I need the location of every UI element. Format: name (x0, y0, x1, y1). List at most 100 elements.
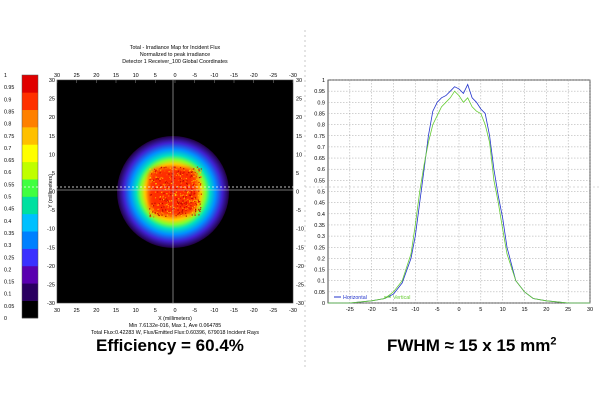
flux-speckle-dot (150, 211, 152, 213)
flux-speckle-dot (196, 169, 198, 171)
colorbar-segment (22, 248, 38, 267)
flux-speckle-dot (198, 190, 200, 192)
flux-speckle-dot (189, 169, 191, 171)
flux-speckle-dot (192, 168, 194, 170)
flux-speckle-dot (164, 180, 166, 182)
map-y-tick-right-label: 0 (296, 190, 299, 196)
flux-speckle-dot (179, 173, 182, 175)
flux-speckle-dot (172, 181, 175, 183)
flux-speckle-dot (200, 207, 202, 209)
flux-speckle-dot (161, 199, 163, 201)
flux-speckle-dot (191, 183, 193, 185)
flux-speckle-dot (174, 194, 176, 197)
flux-speckle-dot (190, 191, 192, 193)
flux-speckle-dot (159, 172, 161, 174)
map-x-tick-bottom-label: -25 (269, 308, 277, 314)
flux-speckle-dot (179, 200, 181, 202)
flux-speckle-dot (196, 200, 198, 202)
flux-speckle-dot (162, 195, 164, 198)
flux-speckle-dot (194, 197, 197, 199)
flux-speckle-dot (178, 166, 180, 168)
flux-speckle-dot (161, 186, 163, 188)
plot-y-tick-label: 0.75 (314, 134, 325, 140)
flux-speckle-dot (185, 209, 187, 211)
flux-speckle-dot (167, 207, 169, 209)
flux-speckle-dot (168, 183, 170, 185)
flux-speckle-dot (191, 196, 193, 198)
flux-speckle-dot (187, 186, 189, 188)
flux-speckle-dot (149, 215, 151, 217)
flux-speckle-dot (167, 205, 170, 207)
flux-speckle-dot (194, 198, 196, 200)
colorbar-tick-label: 0.65 (4, 158, 14, 164)
flux-speckle-dot (166, 199, 169, 201)
flux-speckle-dot (195, 199, 197, 202)
flux-speckle-dot (198, 176, 201, 179)
flux-speckle-dot (194, 167, 197, 170)
flux-speckle-dot (175, 216, 177, 218)
plot-x-tick-label: 30 (587, 307, 593, 313)
flux-speckle-dot (185, 187, 187, 189)
map-y-tick-left-label: 10 (49, 152, 55, 158)
flux-speckle-dot (197, 195, 199, 197)
flux-speckle-dot (159, 196, 161, 198)
plot-y-tick-label: 0.85 (314, 111, 325, 117)
flux-speckle-dot (193, 193, 195, 195)
colorbar-tick-label: 0 (4, 316, 7, 322)
colorbar-tick-label: 0.55 (4, 182, 14, 188)
map-x-tick-bottom-label: -30 (289, 308, 297, 314)
flux-speckle-dot (161, 209, 164, 211)
flux-speckle (149, 166, 202, 218)
flux-speckle-dot (194, 207, 196, 209)
flux-speckle-dot (183, 178, 185, 180)
flux-speckle-dot (182, 212, 184, 214)
plot-y-tick-label: 0 (322, 301, 325, 307)
flux-speckle-dot (187, 208, 189, 210)
map-y-tick-right-label: 5 (296, 171, 299, 177)
flux-speckle-dot (199, 210, 201, 213)
flux-speckle-dot (159, 178, 161, 180)
colorbar: 1 0.95 0.9 0.85 0.8 0.75 0.7 0.65 0.6 0.55 0.5 0.45… (4, 73, 39, 322)
flux-speckle-dot (168, 182, 170, 184)
map-x-tick-top-label: -10 (210, 73, 218, 79)
flux-speckle-dot (153, 216, 155, 218)
plot-y-tick-label: 0.55 (314, 178, 325, 184)
plot-y-tick-label: 1 (322, 78, 325, 84)
map-title-line-1: Total - Irradiance Map for Incident Flux (130, 45, 221, 51)
flux-speckle-dot (175, 197, 178, 200)
flux-speckle-dot (188, 170, 191, 172)
flux-speckle-dot (182, 187, 184, 190)
flux-speckle-dot (157, 178, 159, 180)
flux-speckle-dot (164, 204, 166, 206)
flux-speckle-dot (195, 175, 197, 177)
flux-speckle-dot (162, 191, 164, 193)
plot-x-tick-label: 20 (543, 307, 549, 313)
flux-speckle-dot (170, 194, 172, 196)
flux-speckle-dot (149, 176, 152, 179)
flux-speckle-dot (179, 198, 182, 200)
flux-speckle-dot (158, 203, 160, 205)
flux-speckle-dot (180, 213, 182, 215)
colorbar-segment (22, 231, 38, 249)
flux-speckle-dot (197, 186, 200, 188)
flux-speckle-dot (194, 180, 196, 182)
flux-speckle-dot (160, 168, 162, 170)
flux-speckle-dot (149, 214, 151, 216)
map-y-tick-right-label: -15 (296, 245, 304, 251)
flux-speckle-dot (161, 211, 163, 214)
colorbar-tick-label: 0.35 (4, 231, 14, 237)
flux-speckle-dot (196, 169, 198, 171)
flux-speckle-dot (155, 187, 157, 189)
map-x-tick-bottom-label: 20 (93, 308, 99, 314)
flux-speckle-dot (173, 206, 175, 209)
map-x-tick-top-label: -5 (192, 73, 197, 79)
flux-speckle-dot (181, 204, 183, 206)
colorbar-tick-label: 0.1 (4, 292, 11, 298)
map-x-tick-top-label: 15 (113, 73, 119, 79)
flux-speckle-dot (149, 178, 151, 181)
map-y-tick-right-label: 20 (296, 115, 302, 121)
flux-speckle-dot (185, 205, 187, 207)
flux-speckle-dot (177, 185, 179, 188)
flux-speckle-dot (192, 169, 194, 172)
flux-speckle-dot (183, 190, 185, 193)
